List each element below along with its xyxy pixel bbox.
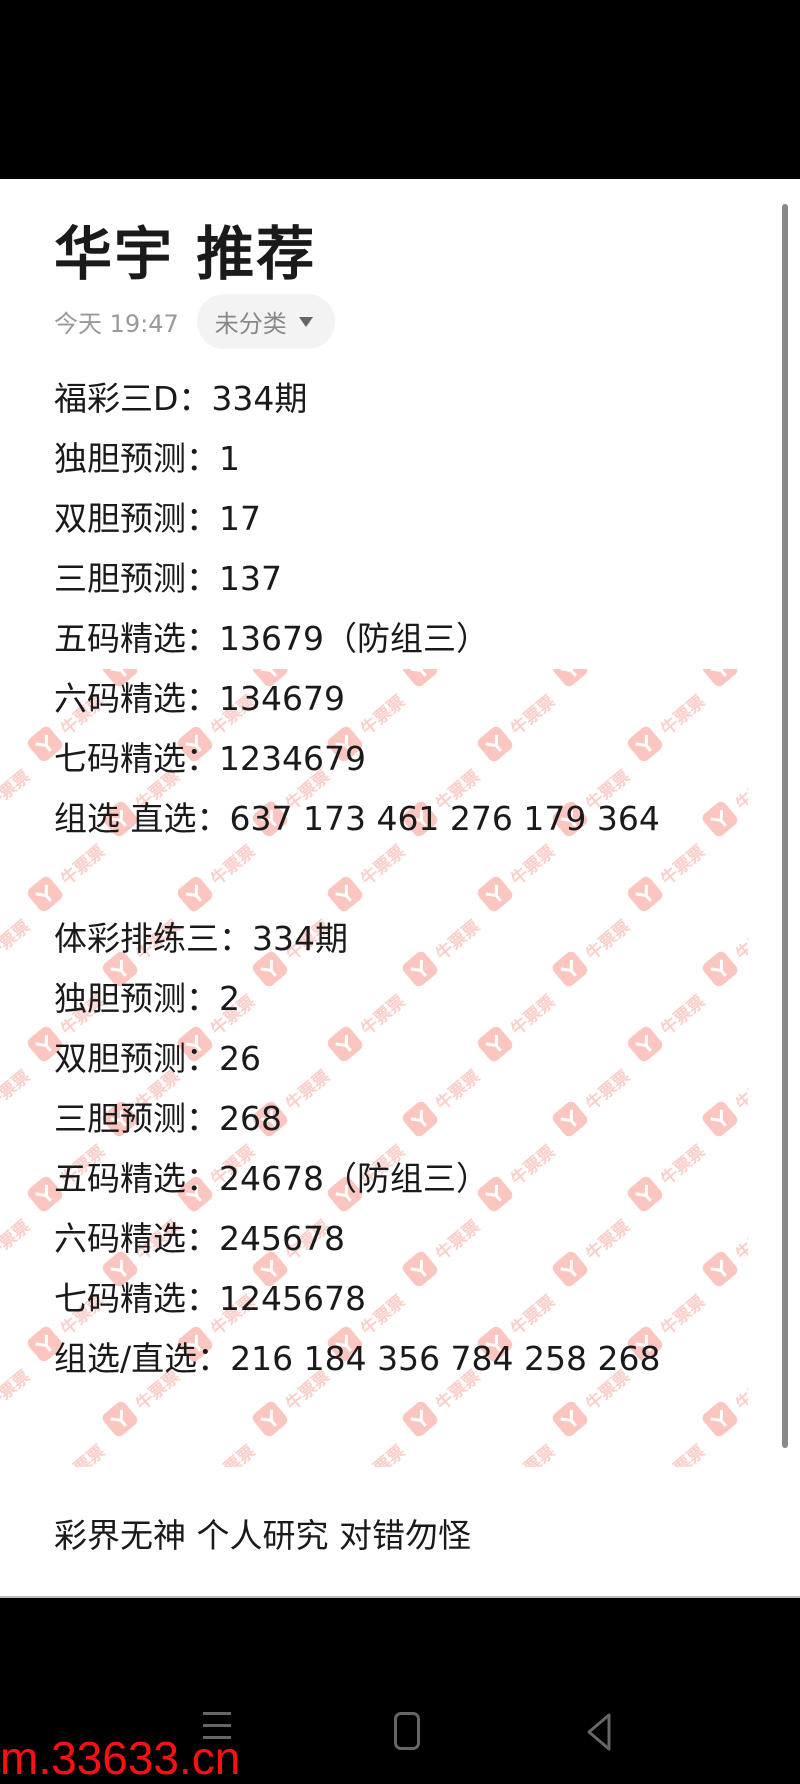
watermark-tile: 牛票票	[0, 916, 34, 965]
svg-text:牛票票: 牛票票	[207, 1441, 260, 1467]
watermark-tile: 牛票票	[702, 1066, 748, 1137]
svg-text:牛票票: 牛票票	[657, 691, 710, 740]
svg-text:牛票票: 牛票票	[732, 766, 748, 815]
category-label: 未分类	[214, 310, 287, 338]
svg-text:牛票票: 牛票票	[657, 1141, 710, 1190]
note-body[interactable]: 福彩三D：334期 独胆预测：1 双胆预测：17 三胆预测：137 五码精选：1…	[54, 369, 661, 1389]
watermark-tile: 牛票票	[402, 669, 438, 687]
watermark-tile: 牛票票	[657, 1441, 710, 1467]
watermark-tile: 牛票票	[702, 1216, 748, 1287]
text-line: 组选 直选：637 173 461 276 179 364	[54, 799, 660, 838]
section-pl3: 体彩排练三：334期 独胆预测：2 双胆预测：26 三胆预测：268 五码精选：…	[54, 909, 661, 1389]
note-page: 牛票票 牛票票 牛票票 牛票票 牛票票 牛票票 牛票票 牛票票 牛票票	[0, 179, 800, 1598]
svg-text:牛票票: 牛票票	[732, 1216, 748, 1265]
svg-text:牛票票: 牛票票	[0, 916, 34, 965]
watermark-tile: 牛票票	[252, 669, 288, 687]
note-title: 华宇 推荐	[54, 220, 317, 288]
svg-text:牛票票: 牛票票	[732, 916, 748, 965]
svg-text:牛票票: 牛票票	[657, 1291, 710, 1340]
text-line: 六码精选：245678	[54, 1219, 345, 1258]
text-line: 独胆预测：1	[54, 439, 240, 478]
svg-text:牛票票: 牛票票	[0, 1366, 34, 1415]
svg-text:牛票票: 牛票票	[57, 1441, 110, 1467]
watermark-tile: 牛票票	[552, 669, 588, 687]
watermark-tile: 牛票票	[0, 1066, 34, 1115]
watermark-tile: 牛票票	[702, 916, 748, 987]
svg-text:牛票票: 牛票票	[0, 1216, 34, 1265]
svg-text:牛票票: 牛票票	[657, 1441, 710, 1467]
watermark-tile: 牛票票	[57, 1441, 110, 1467]
text-line: 五码精选：24678（防组三）	[54, 1159, 489, 1198]
text-line: 福彩三D：334期	[54, 379, 308, 418]
watermark-tile: 牛票票	[702, 669, 738, 687]
text-line: 独胆预测：2	[54, 979, 240, 1018]
text-line: 七码精选：1234679	[54, 739, 366, 778]
text-line: 三胆预测：137	[54, 559, 282, 598]
menu-icon[interactable]	[203, 1712, 231, 1748]
svg-text:牛票票: 牛票票	[507, 1441, 560, 1467]
watermark-tile: 牛票票	[0, 1216, 34, 1265]
watermark-tile: 牛票票	[0, 766, 34, 815]
watermark-tile: 牛票票	[357, 1441, 410, 1467]
watermark: 牛票票 牛票票 牛票票 牛票票 牛票票 牛票票 牛票票 牛票票 牛票票	[0, 669, 748, 1467]
svg-text:牛票票: 牛票票	[357, 1441, 410, 1467]
scrollbar[interactable]	[782, 204, 788, 1448]
category-dropdown[interactable]: 未分类	[196, 294, 335, 349]
home-icon[interactable]	[394, 1712, 420, 1750]
svg-text:牛票票: 牛票票	[732, 1066, 748, 1115]
svg-text:牛票票: 牛票票	[0, 766, 34, 815]
text-line: 六码精选：134679	[54, 679, 345, 718]
text-line: 组选/直选：216 184 356 784 258 268	[54, 1339, 661, 1378]
svg-text:牛票票: 牛票票	[657, 841, 710, 890]
text-line: 双胆预测：17	[54, 499, 261, 538]
watermark-tile: 牛票票	[0, 669, 35, 689]
text-line: 三胆预测：268	[54, 1099, 282, 1138]
back-icon[interactable]	[585, 1712, 613, 1756]
watermark-tile: 牛票票	[0, 1366, 34, 1415]
svg-text:牛票票: 牛票票	[657, 991, 710, 1040]
watermark-tile: 牛票票	[207, 1441, 260, 1467]
svg-text:牛票票: 牛票票	[732, 1366, 748, 1415]
text-line: 体彩排练三：334期	[54, 919, 348, 958]
note-time: 今天 19:47	[54, 310, 179, 338]
watermark-tile: 牛票票	[702, 766, 748, 837]
footer-text: 彩界无神 个人研究 对错勿怪	[54, 1516, 471, 1555]
svg-text:牛票票: 牛票票	[0, 1066, 34, 1115]
text-line: 七码精选：1245678	[54, 1279, 366, 1318]
text-line: 双胆预测：26	[54, 1039, 261, 1078]
watermark-tile: 牛票票	[507, 1441, 560, 1467]
section-fc3d: 福彩三D：334期 独胆预测：1 双胆预测：17 三胆预测：137 五码精选：1…	[54, 369, 661, 849]
watermark-tile: 牛票票	[702, 1366, 748, 1437]
text-line: 五码精选：13679（防组三）	[54, 619, 489, 658]
overlay-url: m.33633.cn	[0, 1732, 241, 1784]
triangle-down-icon	[298, 316, 313, 327]
watermark-tile: 牛票票	[102, 669, 138, 687]
